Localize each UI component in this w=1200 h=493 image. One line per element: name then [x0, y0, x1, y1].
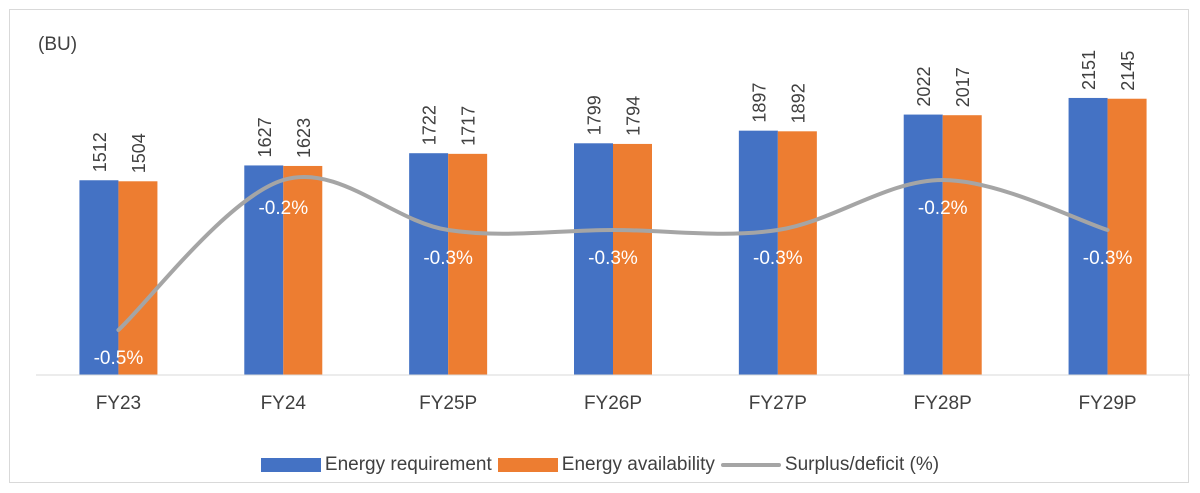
bar-availability-FY23 [118, 181, 158, 375]
data-label-requirement-FY27P: 1897 [749, 83, 769, 123]
legend-swatch-surplus [720, 463, 781, 467]
data-label-requirement-FY23: 1512 [90, 132, 110, 172]
data-label-requirement-FY29P: 2151 [1079, 50, 1099, 90]
x-tick-label: FY23 [96, 393, 141, 414]
bar-requirement-FY28P [903, 114, 943, 375]
bar-availability-FY29P [1107, 98, 1147, 375]
legend-label-requirement: Energy requirement [324, 454, 492, 475]
x-tick-label: FY29P [1079, 393, 1137, 414]
data-label-availability-FY23: 1504 [129, 133, 149, 173]
data-label-requirement-FY26P: 1799 [585, 95, 605, 135]
legend-swatch-availability [497, 458, 558, 472]
surplus-label-FY29P: -0.3% [1083, 248, 1133, 269]
bar-availability-FY28P [942, 115, 982, 376]
bar-availability-FY27P [777, 131, 817, 375]
legend-swatch-requirement [260, 458, 321, 472]
bar-requirement-FY29P [1068, 97, 1108, 375]
data-label-availability-FY24: 1623 [294, 118, 314, 158]
data-label-availability-FY29P: 2145 [1118, 51, 1138, 91]
bar-requirement-FY23 [79, 180, 119, 375]
legend-label-surplus: Surplus/deficit (%) [784, 454, 940, 475]
x-tick-label: FY27P [749, 393, 807, 414]
surplus-label-FY23: -0.5% [94, 348, 144, 369]
legend-label-availability: Energy availability [561, 454, 715, 475]
surplus-label-FY24: -0.2% [258, 198, 308, 219]
legend-item-requirement: Energy requirement [260, 454, 492, 476]
data-label-requirement-FY25P: 1722 [420, 105, 440, 145]
surplus-label-FY28P: -0.2% [918, 198, 968, 219]
surplus-label-FY26P: -0.3% [588, 248, 638, 269]
bar-requirement-FY24 [244, 165, 284, 375]
data-label-requirement-FY28P: 2022 [914, 67, 934, 107]
bar-availability-FY24 [283, 165, 323, 375]
x-tick-label: FY28P [914, 393, 972, 414]
data-label-availability-FY28P: 2017 [953, 67, 973, 107]
bar-availability-FY26P [613, 143, 652, 375]
surplus-label-FY27P: -0.3% [753, 248, 803, 269]
surplus-label-FY25P: -0.3% [423, 248, 473, 269]
data-label-availability-FY27P: 1892 [788, 83, 808, 123]
data-label-requirement-FY24: 1627 [255, 117, 275, 157]
bar-availability-FY25P [448, 153, 488, 375]
surplus-deficit-line [116, 174, 1110, 332]
bar-requirement-FY27P [738, 130, 778, 375]
data-label-availability-FY25P: 1717 [459, 106, 479, 146]
x-tick-label: FY24 [261, 393, 307, 414]
legend: Energy requirement Energy availability S… [0, 450, 1200, 480]
x-tick-label: FY25P [419, 393, 477, 414]
x-tick-label: FY26P [584, 393, 642, 414]
bar-requirement-FY25P [409, 153, 449, 375]
bar-requirement-FY26P [574, 143, 613, 375]
legend-item-surplus: Surplus/deficit (%) [720, 454, 940, 476]
legend-item-availability: Energy availability [497, 454, 715, 476]
unit-label: (BU) [38, 34, 78, 55]
data-label-availability-FY26P: 1794 [624, 96, 644, 136]
